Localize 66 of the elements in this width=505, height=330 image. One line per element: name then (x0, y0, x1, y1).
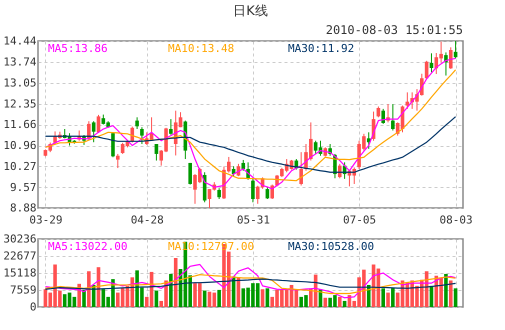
text: MA30:11.92 (288, 42, 354, 55)
text: 2010-08-03 15:01:55 (326, 23, 463, 37)
bar (154, 290, 158, 307)
bar (342, 300, 346, 307)
text: MA30:10528.00 (288, 240, 374, 253)
y-tick-label: 9.57 (10, 180, 36, 194)
y-tick-label: 30236 (3, 232, 36, 246)
y-tick-label: 10.27 (3, 160, 36, 173)
candlestick (169, 118, 173, 136)
y-tick-label: 22677 (3, 250, 36, 262)
bar (202, 290, 206, 307)
y-tick-label: 0 (30, 300, 36, 314)
candlestick (430, 52, 434, 73)
candlestick (92, 120, 96, 143)
bar (391, 288, 395, 307)
candlestick (448, 46, 453, 70)
bar (323, 298, 328, 307)
bar (454, 288, 458, 307)
candlestick (217, 188, 221, 200)
y-tick-label: 13.74 (3, 56, 37, 69)
y-tick-label: 14.44 (3, 34, 37, 48)
y-tick-label: 12.35 (3, 97, 36, 110)
candlestick (140, 126, 144, 145)
line-series (44, 274, 456, 294)
y-tick-label: 13.05 (3, 76, 36, 90)
bar (338, 296, 342, 307)
bar (266, 288, 270, 307)
candlestick (454, 40, 458, 59)
bar (236, 277, 240, 307)
x-tick-label: 03-29 (29, 214, 62, 226)
bar (82, 290, 86, 307)
bar (448, 280, 453, 307)
candlestick (424, 60, 428, 80)
candlestick (391, 104, 395, 132)
chart-title: 日K线 (233, 4, 268, 19)
bar (260, 289, 264, 307)
text: MA5:13.86 (48, 42, 108, 55)
text: MA10:13.48 (168, 42, 234, 55)
candlestick (381, 108, 386, 124)
candlestick (188, 162, 192, 186)
bar (430, 286, 434, 307)
candlestick (251, 178, 255, 203)
candlestick (154, 144, 158, 162)
candlestick (116, 153, 120, 169)
x-tick-label: 05-31 (236, 214, 270, 226)
x-tick-label: 08-03 (440, 214, 473, 226)
y-tick-label: 15118 (3, 266, 36, 280)
y-tick-label: 11.66 (3, 118, 36, 131)
bar (217, 290, 221, 307)
y-tick-label: 7559 (10, 284, 36, 296)
y-tick-label: 8.88 (10, 202, 36, 214)
bar (386, 292, 390, 307)
bar (174, 258, 178, 307)
x-tick-label: 04-28 (130, 214, 164, 226)
y-tick-label: 10.96 (3, 139, 36, 152)
candlestick (266, 186, 270, 200)
line-series (44, 278, 456, 290)
bar (87, 271, 91, 307)
bar (96, 267, 100, 307)
candlestick (376, 106, 380, 118)
text: MA5:13022.00 (48, 240, 128, 253)
line-series (44, 264, 456, 298)
candlestick (135, 116, 139, 130)
x-tick-label: 07-05 (343, 214, 376, 226)
bar (381, 288, 386, 307)
candlestick (241, 159, 246, 172)
